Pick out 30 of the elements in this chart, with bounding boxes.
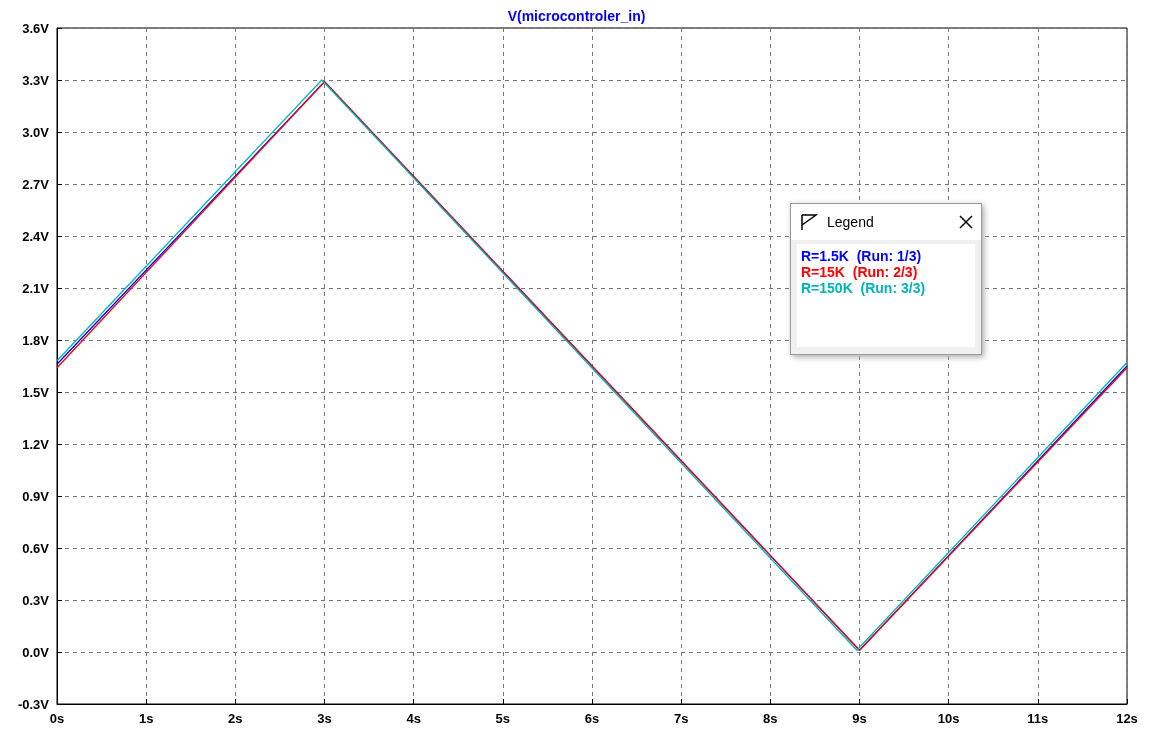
legend-window: Legend R=1.5K (Run: 1/3) R=15K (Run: 2/3) R=150K (Run: 3/3) bbox=[790, 203, 982, 355]
y-tick-label: -0.3V bbox=[17, 696, 50, 712]
x-tick-label: 0s bbox=[49, 711, 65, 726]
y-tick-label: 3.6V bbox=[22, 20, 50, 36]
x-tick-label: 8s bbox=[763, 711, 778, 726]
x-tick-label: 4s bbox=[406, 711, 421, 726]
x-tick-label: 5s bbox=[495, 711, 511, 726]
y-tick-label: 0.0V bbox=[22, 644, 50, 660]
y-tick-label: 1.5V bbox=[22, 384, 50, 400]
x-tick-label: 9s bbox=[852, 711, 867, 726]
y-tick-label: 1.8V bbox=[22, 332, 50, 348]
y-tick-label: 0.6V bbox=[22, 540, 50, 556]
y-tick-label: 3.3V bbox=[22, 72, 50, 88]
y-tick-label: 2.1V bbox=[22, 280, 50, 296]
x-tick-label: 7s bbox=[673, 711, 689, 726]
x-tick-label: 10s bbox=[937, 711, 960, 726]
x-tick-label: 1s bbox=[138, 711, 154, 726]
y-tick-label: 3.0V bbox=[22, 124, 50, 140]
x-tick-label: 11s bbox=[1027, 711, 1049, 726]
y-tick-label: 2.4V bbox=[22, 228, 50, 244]
x-tick-label: 12s bbox=[1116, 711, 1138, 726]
legend-title: Legend bbox=[827, 214, 875, 230]
x-tick-label: 3s bbox=[317, 711, 332, 726]
y-tick-label: 0.9V bbox=[22, 488, 50, 504]
y-tick-label: 0.3V bbox=[22, 592, 50, 608]
y-tick-label: 1.2V bbox=[22, 436, 50, 452]
chart-title: V(microcontroler_in) bbox=[507, 8, 646, 24]
x-tick-label: 6s bbox=[584, 711, 600, 726]
x-tick-label: 2s bbox=[228, 711, 243, 726]
y-tick-label: 2.7V bbox=[22, 176, 50, 192]
